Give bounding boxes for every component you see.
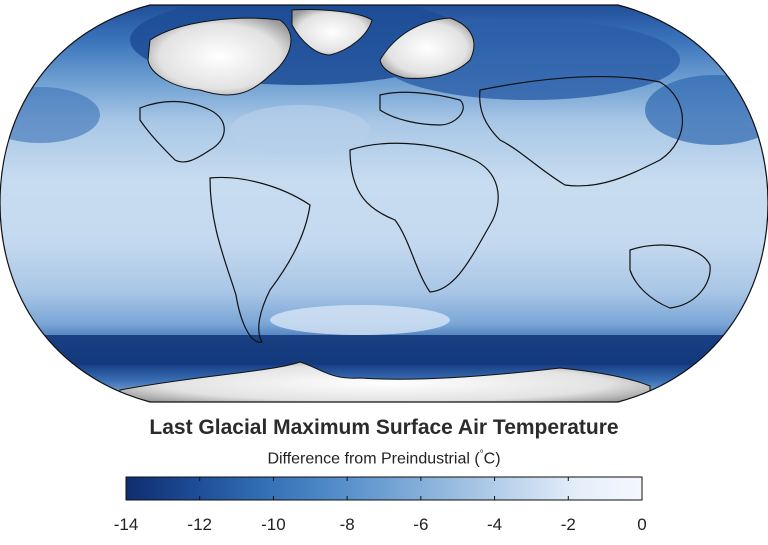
map-subtitle: Difference from Preindustrial (°C) [0, 449, 768, 468]
subtitle-unit: C) [483, 450, 501, 468]
colorbar-tick-label: -10 [261, 515, 286, 534]
degree-symbol: ° [479, 449, 484, 460]
north-america-outline [139, 100, 225, 163]
south-america-outline [209, 176, 311, 343]
colorbar-tick-label: -8 [340, 515, 355, 534]
colorbar-ticks: -14 -12 -10 -8 -6 -4 -2 0 [114, 477, 647, 534]
colorbar-tick-label: -4 [487, 515, 502, 534]
map-boundary [0, 4, 768, 403]
europe-outline [379, 91, 464, 126]
australia-outline [629, 244, 711, 309]
world-map-figure [0, 4, 768, 403]
map-title: Last Glacial Maximum Surface Air Tempera… [149, 416, 619, 439]
colorbar-gradient [125, 476, 643, 501]
africa-outline [349, 142, 499, 293]
fennoscandian-ice-sheet [379, 17, 475, 79]
south-atlantic-warm-patch [270, 305, 450, 335]
antarctic-ice-sheet [119, 361, 651, 402]
laurentide-ice-sheet [147, 17, 292, 96]
greenland-ice-sheet [291, 9, 373, 56]
subtitle-text: Difference from Preindustrial ( [267, 450, 480, 468]
asia-outline [479, 75, 683, 187]
colorbar-tick-label: -6 [413, 515, 428, 534]
map-interior [0, 5, 768, 402]
colorbar: -14 -12 -10 -8 -6 -4 -2 0 [0, 470, 768, 540]
atlantic-warm-patch [230, 105, 370, 155]
colorbar-tick-label: -14 [114, 515, 139, 534]
world-temperature-map [0, 4, 768, 403]
colorbar-svg: -14 -12 -10 -8 -6 -4 -2 0 [114, 476, 647, 534]
colorbar-tick-label: -2 [561, 515, 576, 534]
colorbar-tick-label: -12 [187, 515, 212, 534]
southern-ocean-cold-band [0, 335, 768, 365]
colorbar-tick-label: 0 [637, 515, 646, 534]
